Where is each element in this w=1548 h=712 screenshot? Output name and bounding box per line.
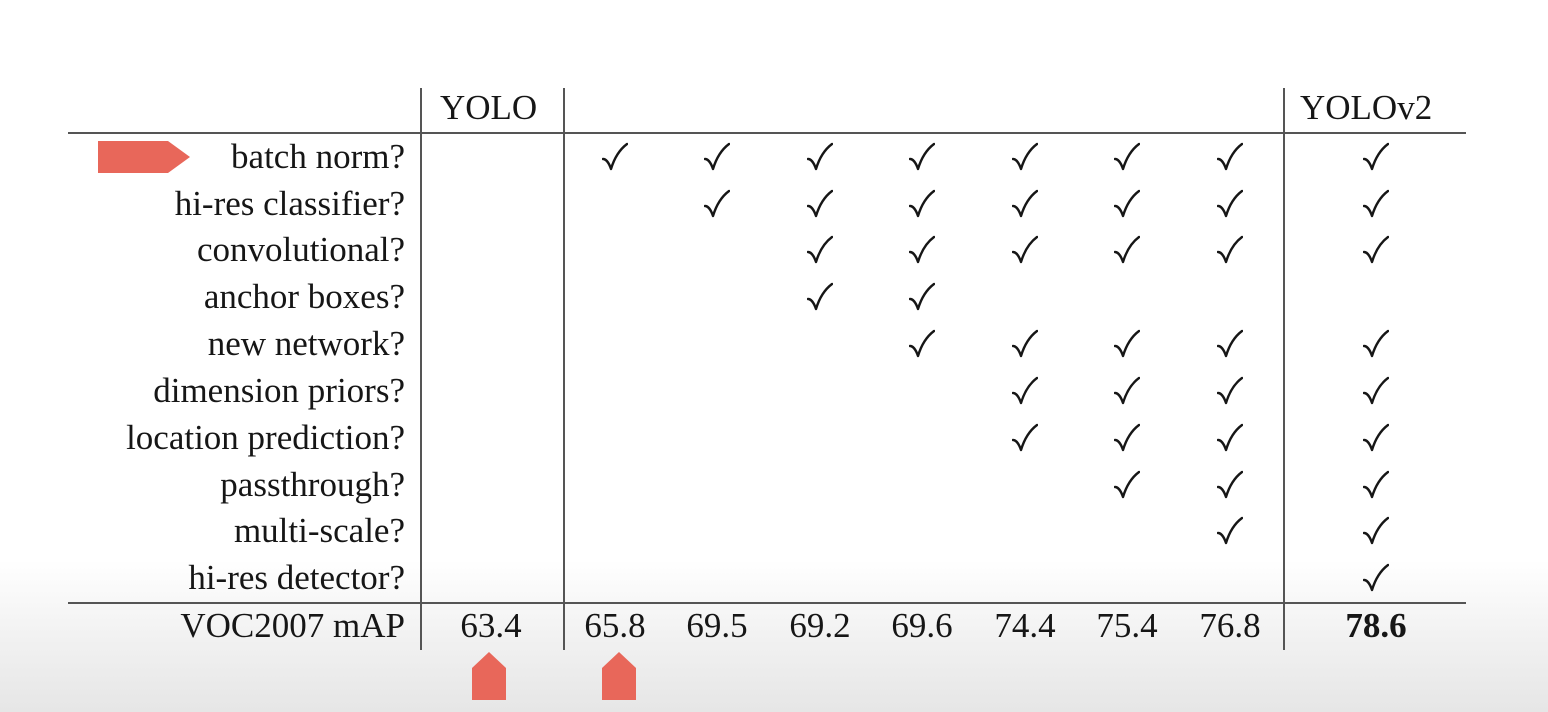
checkmark-icon	[1114, 189, 1140, 219]
checkmark-icon	[909, 235, 935, 265]
arrow-right-icon	[98, 141, 190, 173]
checkmark-icon	[1217, 235, 1243, 265]
arrow-up-icon	[472, 652, 506, 700]
column-divider	[1283, 88, 1285, 650]
checkmark-icon	[1363, 376, 1389, 406]
checkmark-icon	[807, 189, 833, 219]
footer-rule	[68, 602, 1466, 604]
row-label: passthrough?	[220, 465, 405, 504]
arrow-up-icon	[602, 652, 636, 700]
row-label: convolutional?	[196, 230, 405, 269]
header-yolov2: YOLOv2	[1300, 88, 1433, 127]
checkmark-icon	[1217, 142, 1243, 172]
checkmark-icon	[1363, 423, 1389, 453]
checkmark-icon	[1217, 516, 1243, 546]
checkmark-icon	[1363, 142, 1389, 172]
checkmark-icon	[807, 235, 833, 265]
header-rule	[68, 132, 1466, 134]
map-value: 69.6	[891, 606, 953, 645]
checkmark-icon	[1363, 235, 1389, 265]
checkmark-icon	[1363, 516, 1389, 546]
checkmark-icon	[909, 329, 935, 359]
checkmark-icon	[602, 142, 628, 172]
map-value: 75.4	[1096, 606, 1158, 645]
checkmark-icon	[1217, 376, 1243, 406]
map-value-yolo: 63.4	[460, 606, 522, 645]
column-divider	[563, 88, 565, 650]
checkmark-icon	[1363, 470, 1389, 500]
checkmark-icon	[1217, 470, 1243, 500]
checkmark-icon	[1114, 235, 1140, 265]
map-value-yolov2: 78.6	[1345, 606, 1407, 645]
row-label: hi-res detector?	[188, 558, 405, 597]
checkmark-icon	[1217, 189, 1243, 219]
map-value: 74.4	[994, 606, 1056, 645]
checkmark-icon	[1012, 235, 1038, 265]
row-label: hi-res classifier?	[174, 184, 405, 223]
checkmark-icon	[1012, 423, 1038, 453]
checkmark-icon	[1012, 189, 1038, 219]
checkmark-icon	[1114, 329, 1140, 359]
row-label: dimension priors?	[153, 371, 405, 410]
checkmark-icon	[1363, 189, 1389, 219]
checkmark-icon	[704, 142, 730, 172]
checkmark-icon	[1114, 423, 1140, 453]
checkmark-icon	[1012, 142, 1038, 172]
checkmark-icon	[1012, 329, 1038, 359]
row-label: anchor boxes?	[203, 277, 405, 316]
checkmark-icon	[909, 282, 935, 312]
checkmark-icon	[1217, 423, 1243, 453]
checkmark-icon	[909, 142, 935, 172]
checkmark-icon	[1363, 563, 1389, 593]
checkmark-icon	[909, 189, 935, 219]
column-divider	[420, 88, 422, 650]
checkmark-icon	[704, 189, 730, 219]
map-row-label: VOC2007 mAP	[180, 606, 405, 645]
header-yolo: YOLO	[440, 88, 538, 127]
row-label: new network?	[207, 324, 405, 363]
map-value: 76.8	[1199, 606, 1261, 645]
map-value: 65.8	[584, 606, 646, 645]
checkmark-icon	[1217, 329, 1243, 359]
checkmark-icon	[807, 282, 833, 312]
checkmark-icon	[1114, 470, 1140, 500]
map-value: 69.5	[686, 606, 748, 645]
checkmark-icon	[1012, 376, 1038, 406]
checkmark-icon	[1114, 142, 1140, 172]
row-label: multi-scale?	[233, 511, 405, 550]
map-value: 69.2	[789, 606, 851, 645]
checkmark-icon	[807, 142, 833, 172]
checkmark-icon	[1114, 376, 1140, 406]
checkmark-icon	[1363, 329, 1389, 359]
row-label: location prediction?	[126, 418, 405, 457]
row-label: batch norm?	[231, 137, 405, 176]
